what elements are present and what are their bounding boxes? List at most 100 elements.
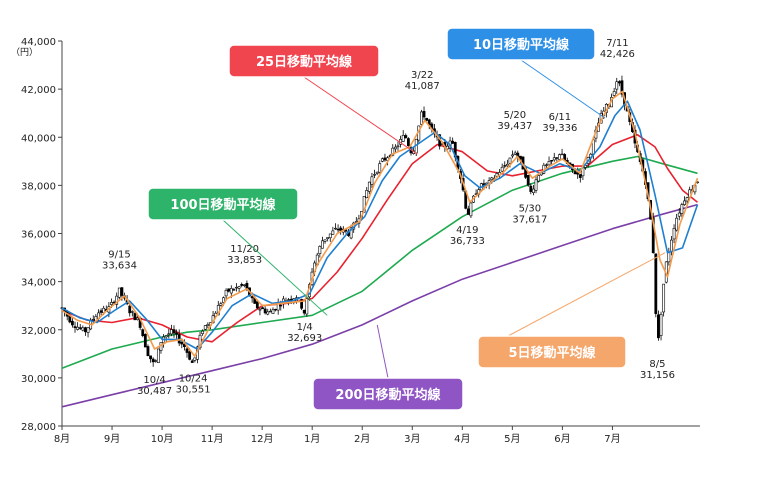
candle-body [505, 163, 509, 167]
y-tick-label: 40,000 [21, 133, 56, 144]
y-tick-label: 28,000 [21, 422, 56, 433]
y-tick-label: 44,000 [21, 37, 56, 48]
candle-body [302, 309, 306, 314]
candle-body [193, 357, 197, 361]
candle-body [552, 157, 556, 161]
annotation-value: 36,733 [450, 236, 485, 247]
candle-body [115, 295, 119, 305]
candle-body [420, 111, 423, 125]
candle-body [657, 314, 660, 339]
candle-body [279, 304, 283, 307]
candle-body [237, 286, 241, 289]
candle-body [558, 154, 561, 160]
candle-body [242, 284, 246, 286]
candle-body [130, 311, 134, 313]
legend-callouts: 25日移動平均線 10日移動平均線 100日移動平均線 5日移動平均線 200日移動平均… [147, 27, 666, 411]
candle-body [224, 289, 228, 297]
candle-body [349, 227, 353, 239]
candle-body [146, 346, 150, 357]
x-tick-label: 9月 [104, 433, 120, 445]
candle-body [620, 80, 624, 95]
candle-body [373, 174, 376, 176]
candle-body [500, 166, 504, 172]
candle-body [222, 297, 225, 303]
candle-body [271, 309, 275, 314]
candle-body [183, 343, 186, 348]
candle-body [255, 301, 259, 309]
candle-body [396, 145, 400, 148]
candle-body [513, 152, 517, 155]
candle-body [73, 326, 77, 328]
x-tick-label: 10月 [151, 433, 174, 445]
candle-body [164, 335, 168, 338]
annotation-value: 39,336 [542, 123, 577, 134]
legend-label: 25日移動平均線 [256, 54, 353, 70]
candle-body [401, 135, 405, 142]
annotation-date: 8/5 [649, 359, 665, 370]
candle-body [300, 299, 304, 309]
y-tick-label: 36,000 [21, 230, 56, 241]
x-tick-label: 2月 [354, 433, 370, 445]
annotation-value: 30,551 [176, 385, 211, 396]
candle-body [167, 333, 171, 336]
y-tick-label: 38,000 [21, 181, 56, 192]
candle-body [578, 174, 582, 178]
candle-body [547, 161, 551, 166]
candle-body [250, 296, 254, 299]
candle-body [659, 313, 663, 336]
y-tick-label: 32,000 [21, 326, 56, 337]
candle-body [667, 252, 671, 263]
candle-body [518, 155, 522, 160]
candle-body [532, 188, 535, 193]
candle-body [534, 179, 538, 191]
candle-body [425, 117, 429, 121]
annotation-date: 4/19 [456, 225, 478, 236]
x-tick-label: 7月 [604, 433, 620, 445]
candle-body [149, 355, 152, 360]
y-tick-label: 34,000 [21, 278, 56, 289]
x-tick-label: 1月 [304, 433, 320, 445]
candle-body [685, 197, 689, 202]
candle-body [612, 91, 616, 96]
candle-body [367, 181, 371, 192]
candle-body [227, 288, 231, 292]
candle-body [86, 327, 90, 333]
candle-body [328, 233, 332, 239]
y-unit-label: （円） [11, 47, 38, 58]
candle-body [136, 317, 139, 320]
annotation-date: 1/4 [297, 322, 313, 333]
candle-body [188, 351, 192, 360]
candle-body [344, 229, 348, 232]
legend-box [228, 44, 380, 78]
candle-body [261, 307, 264, 310]
candle-body [615, 81, 619, 90]
legend-pointer [222, 219, 328, 316]
candle-body [172, 329, 176, 334]
annotation-date: 3/22 [411, 70, 433, 81]
candle-body [201, 330, 205, 334]
candle-body [151, 358, 155, 363]
candle-body [258, 308, 262, 311]
candle-body [670, 239, 673, 253]
annotation-value: 37,617 [512, 215, 547, 226]
candle-body [545, 164, 548, 166]
x-tick-label: 3月 [404, 433, 420, 445]
candle-body [180, 341, 184, 345]
candle-body [321, 240, 324, 249]
candle-body [391, 147, 395, 156]
legend-pointer [520, 59, 606, 119]
candle-body [662, 283, 666, 313]
candle-body [490, 177, 494, 180]
ma5-series [61, 90, 699, 357]
legend-pointer [376, 324, 389, 379]
candle-body [232, 289, 236, 291]
candle-body [84, 327, 87, 333]
legend-label: 200日移動平均線 [335, 387, 441, 403]
candle-body [71, 320, 74, 326]
candle-body [672, 228, 676, 240]
candle-body [81, 327, 85, 331]
candle-body [323, 239, 327, 242]
candle-body [235, 286, 238, 289]
